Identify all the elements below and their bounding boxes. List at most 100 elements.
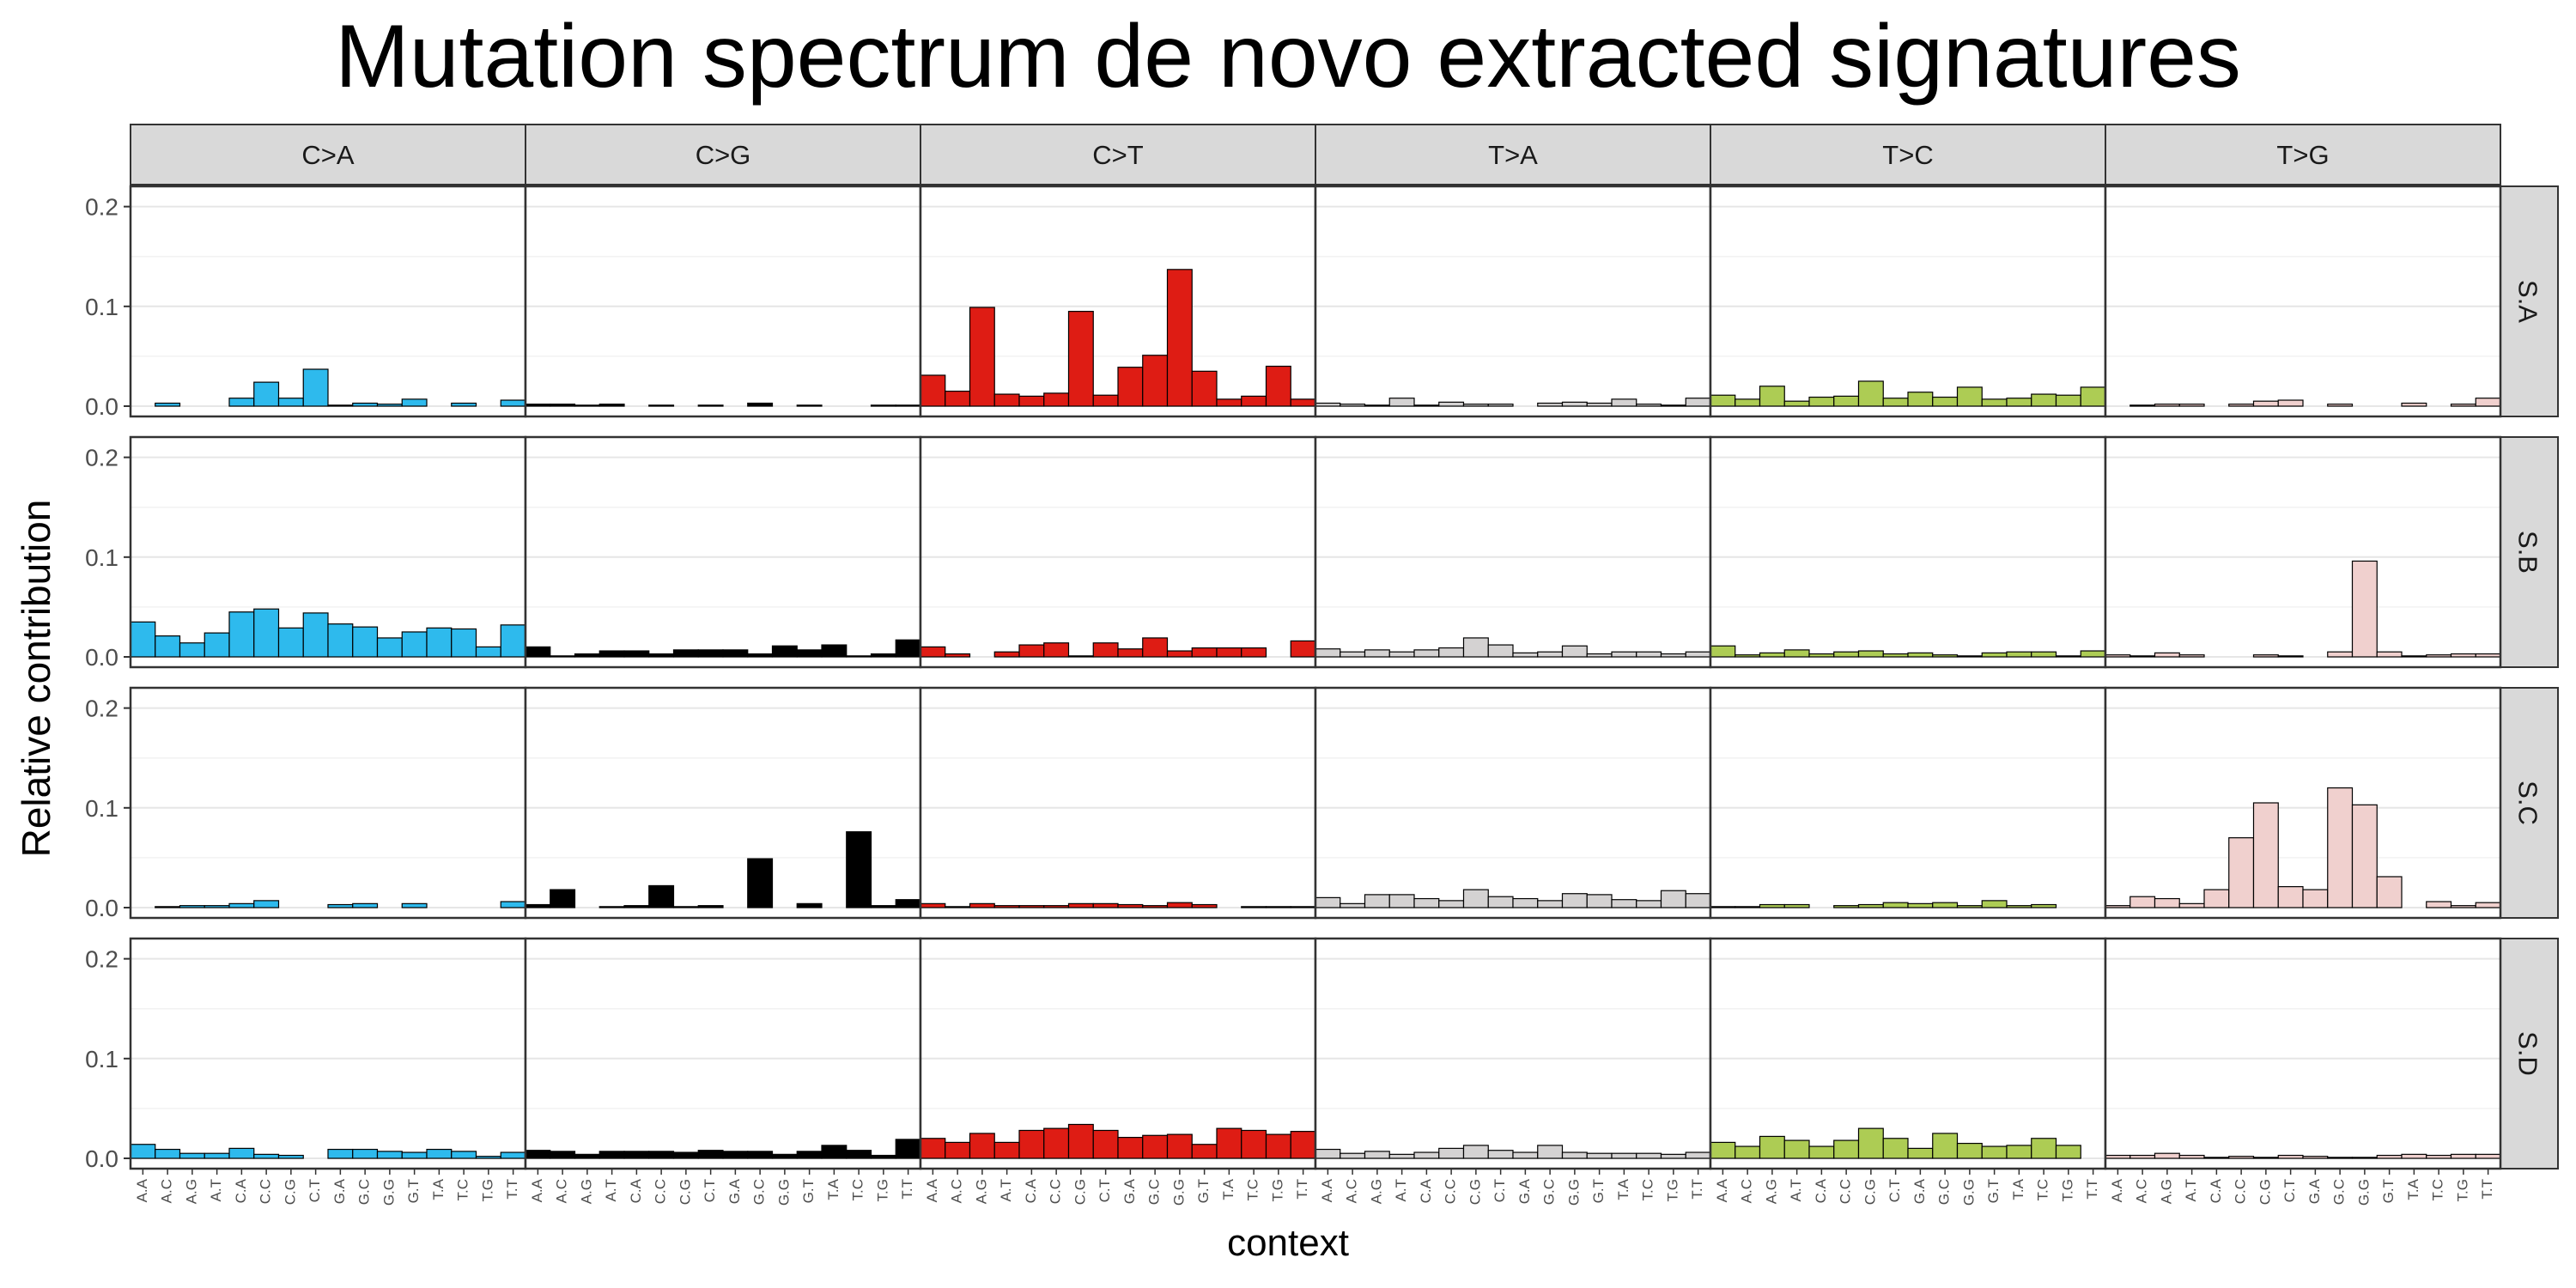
bar-s-a-c-to-a-g-t <box>401 398 428 407</box>
bar-s-d-t-to-g-t-t <box>2475 1153 2501 1159</box>
panel-background <box>131 688 526 918</box>
x-tick-label: T.T <box>2084 1179 2100 1200</box>
bar-s-b-c-to-g-a-t <box>598 650 625 658</box>
bar-s-b-c-to-t-g-g <box>1166 650 1193 658</box>
bar-s-b-t-to-c-g-g <box>1956 655 1983 658</box>
bar-s-c-c-to-a-c-a <box>228 902 255 908</box>
y-tick-label: 0.0 <box>85 895 118 921</box>
bar-s-c-c-to-g-c-g <box>672 906 699 908</box>
bar-s-c-t-to-a-g-a <box>1512 897 1539 908</box>
x-tick-label: A.T <box>208 1179 224 1201</box>
bar-s-d-c-to-a-t-c <box>451 1151 477 1159</box>
bar-s-c-c-to-t-a-a <box>920 902 946 908</box>
facet-label-s-c: S.C <box>2512 781 2543 825</box>
bar-s-b-t-to-g-t-g <box>2450 653 2476 658</box>
x-tick-label: G.G <box>1565 1179 1582 1206</box>
bar-s-d-t-to-g-a-c <box>2129 1154 2156 1159</box>
bar-s-d-c-to-a-c-c <box>253 1153 280 1159</box>
bar-s-b-c-to-g-a-a <box>525 646 551 658</box>
x-tick-label: A.C <box>2134 1179 2150 1203</box>
bar-s-d-t-to-a-g-a <box>1512 1151 1539 1159</box>
x-tick-label: T.C <box>2035 1179 2051 1201</box>
bar-s-d-t-to-c-a-t <box>1783 1139 1810 1159</box>
bar-s-d-c-to-g-t-t <box>895 1139 921 1159</box>
bar-s-a-t-to-c-c-a <box>1808 396 1835 407</box>
x-tick-label: A.A <box>2109 1178 2125 1202</box>
bar-s-a-t-to-a-c-t <box>1487 404 1514 407</box>
x-tick-label: C.T <box>1097 1179 1113 1202</box>
bar-s-b-c-to-a-t-c <box>451 628 477 658</box>
bar-s-d-c-to-t-t-c <box>1241 1129 1267 1159</box>
bar-s-d-c-to-g-a-t <box>598 1151 625 1159</box>
x-tick-label: C.C <box>1443 1179 1459 1204</box>
facet-label-t-to-a: T>A <box>1488 140 1538 170</box>
bar-s-b-c-to-g-t-t <box>895 639 921 658</box>
bar-s-b-t-to-g-a-c <box>2129 655 2156 658</box>
bar-s-c-t-to-a-a-c <box>1340 902 1366 908</box>
facet-label-t-to-c: T>C <box>1882 140 1933 170</box>
bar-s-b-c-to-t-g-t <box>1191 647 1218 658</box>
bar-s-d-t-to-g-t-g <box>2450 1153 2476 1159</box>
bar-s-c-t-to-c-g-t <box>1981 900 2008 908</box>
bar-s-d-t-to-g-g-g <box>2351 1157 2378 1159</box>
panel-background <box>2105 186 2500 416</box>
x-tick-label: T.G <box>1269 1179 1285 1201</box>
panel-background <box>2105 688 2500 918</box>
bar-s-d-c-to-a-g-t <box>401 1151 428 1159</box>
x-tick-label: G.T <box>2380 1179 2397 1203</box>
bar-s-b-c-to-a-g-t <box>401 631 428 658</box>
facet-strip-c-to-a <box>130 124 526 185</box>
y-tick-label: 0.2 <box>85 696 118 722</box>
bar-s-c-t-to-g-c-t <box>2277 885 2304 908</box>
x-tick-label: A.G <box>1763 1179 1779 1204</box>
y-tick-label: 0.1 <box>85 1046 118 1072</box>
bar-s-a-c-to-t-a-c <box>945 390 971 407</box>
x-tick-label: T.T <box>1294 1179 1310 1200</box>
x-tick-label: G.T <box>1195 1179 1212 1203</box>
bar-s-d-c-to-a-a-g <box>179 1152 205 1159</box>
x-tick-label: C.C <box>653 1179 669 1204</box>
bar-s-d-c-to-a-g-c <box>352 1148 379 1159</box>
bar-s-d-t-to-a-g-g <box>1561 1151 1588 1159</box>
bar-s-b-c-to-g-g-g <box>771 645 798 658</box>
bar-s-b-t-to-a-g-g <box>1561 645 1588 658</box>
bar-s-a-c-to-t-t-g <box>1265 365 1291 407</box>
bar-s-c-t-to-a-g-t <box>1586 894 1613 908</box>
bar-s-b-t-to-c-g-a <box>1907 652 1934 658</box>
x-tick-label: G.A <box>1911 1178 1928 1204</box>
x-tick-label: G.A <box>726 1178 743 1204</box>
bar-s-a-c-to-t-g-c <box>1142 355 1169 407</box>
bar-s-a-t-to-c-t-a <box>2006 398 2032 407</box>
x-tick-label: G.G <box>380 1179 397 1206</box>
bar-s-c-t-to-a-g-c <box>1537 900 1564 908</box>
bar-s-a-t-to-c-t-t <box>2080 386 2106 407</box>
bar-s-d-c-to-t-c-a <box>1018 1129 1045 1159</box>
bar-s-d-t-to-a-c-t <box>1487 1150 1514 1159</box>
y-tick-label: 0.2 <box>85 194 118 221</box>
bar-s-d-c-to-g-c-t <box>697 1150 724 1159</box>
x-tick-label: G.A <box>331 1178 348 1204</box>
bar-s-b-t-to-g-t-a <box>2401 655 2427 658</box>
y-tick-label: 0.1 <box>85 544 118 571</box>
bar-s-a-t-to-c-c-c <box>1833 395 1860 407</box>
bar-s-c-c-to-t-c-a <box>1018 905 1045 908</box>
bar-s-b-t-to-c-c-c <box>1833 651 1860 658</box>
bar-s-d-c-to-t-g-t <box>1191 1144 1218 1159</box>
bar-s-d-t-to-c-g-g <box>1956 1142 1983 1159</box>
x-axis-label: context <box>1227 1222 1349 1264</box>
bar-s-c-t-to-g-a-g <box>2154 897 2180 908</box>
bar-s-c-t-to-c-a-a <box>1710 906 1736 908</box>
x-tick-label: G.G <box>1960 1179 1977 1206</box>
bar-s-d-t-to-c-a-c <box>1735 1145 1761 1159</box>
bar-s-b-t-to-c-a-c <box>1735 654 1761 658</box>
x-tick-label: G.C <box>1541 1179 1558 1205</box>
x-tick-label: G.A <box>1121 1178 1138 1204</box>
bar-s-a-c-to-a-g-g <box>376 404 403 407</box>
bar-s-d-c-to-g-a-g <box>574 1153 600 1159</box>
x-tick-label: T.A <box>1615 1178 1631 1200</box>
bar-s-c-t-to-c-c-g <box>1857 903 1884 908</box>
bar-s-b-c-to-t-c-t <box>1092 642 1119 658</box>
panel-border <box>2104 435 2502 669</box>
bar-s-b-t-to-g-g-c <box>2327 651 2354 658</box>
bar-s-a-t-to-g-t-a <box>2401 402 2427 407</box>
